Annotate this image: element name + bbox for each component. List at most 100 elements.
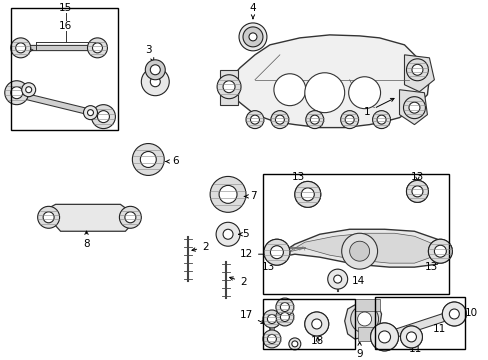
Circle shape xyxy=(411,186,422,197)
Bar xyxy=(374,297,465,349)
Circle shape xyxy=(243,27,263,47)
Circle shape xyxy=(400,326,422,348)
Circle shape xyxy=(92,43,102,53)
Circle shape xyxy=(305,111,323,129)
Circle shape xyxy=(150,77,160,87)
Circle shape xyxy=(348,77,380,109)
Circle shape xyxy=(442,302,466,326)
Circle shape xyxy=(150,65,160,75)
Circle shape xyxy=(248,33,256,41)
Polygon shape xyxy=(354,299,379,311)
Circle shape xyxy=(376,115,385,124)
Circle shape xyxy=(378,331,390,343)
Circle shape xyxy=(270,246,282,258)
Polygon shape xyxy=(220,70,238,105)
Circle shape xyxy=(140,152,156,167)
Circle shape xyxy=(427,239,451,263)
Circle shape xyxy=(411,186,422,196)
Circle shape xyxy=(408,102,419,113)
Circle shape xyxy=(264,239,289,265)
Text: 4: 4 xyxy=(249,3,256,19)
Circle shape xyxy=(406,180,427,202)
Text: 12: 12 xyxy=(239,249,272,259)
Circle shape xyxy=(91,105,115,129)
Circle shape xyxy=(250,115,259,124)
Bar xyxy=(263,299,354,349)
Text: 11: 11 xyxy=(432,318,447,334)
Circle shape xyxy=(5,81,29,105)
Circle shape xyxy=(406,180,427,202)
Text: 8: 8 xyxy=(83,231,90,249)
Circle shape xyxy=(301,188,314,201)
Text: 3: 3 xyxy=(145,45,153,61)
Circle shape xyxy=(447,308,459,320)
Text: 17: 17 xyxy=(239,310,264,323)
Circle shape xyxy=(245,111,264,129)
Polygon shape xyxy=(277,229,441,267)
Circle shape xyxy=(239,23,266,51)
Circle shape xyxy=(310,115,319,124)
Circle shape xyxy=(43,212,54,223)
Circle shape xyxy=(275,308,293,326)
Circle shape xyxy=(11,87,22,99)
Polygon shape xyxy=(399,90,427,125)
Text: 2: 2 xyxy=(229,277,246,287)
Circle shape xyxy=(223,229,233,239)
Text: 18: 18 xyxy=(310,336,324,346)
Text: 15: 15 xyxy=(59,3,72,13)
Text: 13: 13 xyxy=(291,172,306,189)
Bar xyxy=(11,8,118,130)
Circle shape xyxy=(448,309,458,319)
Circle shape xyxy=(442,302,466,326)
Polygon shape xyxy=(344,301,381,339)
Circle shape xyxy=(288,338,300,350)
Circle shape xyxy=(304,73,344,113)
Text: 5: 5 xyxy=(239,229,248,239)
Circle shape xyxy=(311,319,321,329)
Circle shape xyxy=(263,310,280,328)
Circle shape xyxy=(294,181,320,207)
Circle shape xyxy=(270,111,288,129)
Circle shape xyxy=(370,323,398,351)
Circle shape xyxy=(87,110,93,116)
Polygon shape xyxy=(289,233,430,263)
Circle shape xyxy=(11,38,31,58)
Circle shape xyxy=(263,330,280,348)
Circle shape xyxy=(21,83,36,97)
Circle shape xyxy=(433,245,446,257)
Text: 13: 13 xyxy=(410,172,423,183)
Circle shape xyxy=(349,241,369,261)
Circle shape xyxy=(223,81,235,93)
Circle shape xyxy=(270,246,283,259)
Circle shape xyxy=(275,298,293,316)
Circle shape xyxy=(350,305,378,333)
Text: 2: 2 xyxy=(192,242,208,252)
Circle shape xyxy=(267,315,276,324)
Polygon shape xyxy=(357,327,374,341)
Circle shape xyxy=(83,106,97,120)
Circle shape xyxy=(333,275,341,283)
Polygon shape xyxy=(404,55,433,92)
Circle shape xyxy=(38,206,60,228)
Circle shape xyxy=(294,181,320,207)
Circle shape xyxy=(280,302,289,311)
Text: 6: 6 xyxy=(166,157,179,166)
Circle shape xyxy=(291,341,297,347)
Circle shape xyxy=(434,246,445,256)
Text: 13: 13 xyxy=(261,259,276,272)
Text: 11: 11 xyxy=(408,340,421,354)
Text: 9: 9 xyxy=(356,342,362,359)
Text: 7: 7 xyxy=(244,192,256,201)
Circle shape xyxy=(304,312,328,336)
Circle shape xyxy=(406,332,416,342)
Circle shape xyxy=(280,312,289,321)
Circle shape xyxy=(345,115,353,124)
Circle shape xyxy=(97,111,109,123)
Circle shape xyxy=(370,323,398,351)
Text: 1: 1 xyxy=(364,98,393,117)
Circle shape xyxy=(377,330,391,344)
Circle shape xyxy=(411,64,422,75)
Circle shape xyxy=(406,59,427,81)
Circle shape xyxy=(340,111,358,129)
Bar xyxy=(263,175,448,294)
